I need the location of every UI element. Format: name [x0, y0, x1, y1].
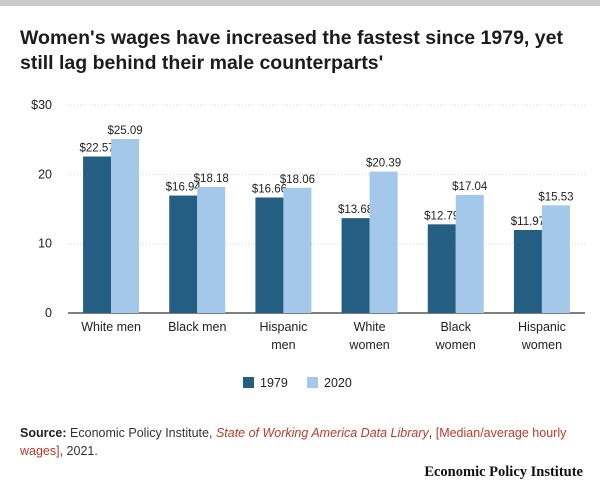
source-separator: ,: [428, 426, 433, 440]
source-text: Economic Policy Institute,: [70, 426, 213, 440]
data-label: $25.09: [107, 125, 142, 137]
brand-logo: Economic Policy Institute: [424, 464, 583, 480]
x-tick-label: White: [354, 320, 386, 334]
top-border: [0, 0, 600, 6]
bar-1979: [255, 197, 284, 313]
chart-title: Women's wages have increased the fastest…: [20, 27, 563, 74]
y-tick-label: 10: [38, 237, 52, 251]
data-label: $18.06: [280, 174, 315, 186]
legend-swatch-1979: [243, 377, 254, 388]
source-label: Source:: [20, 426, 67, 440]
legend-swatch-2020: [307, 377, 318, 388]
data-label: $17.04: [452, 181, 488, 193]
bar-2020: [283, 187, 312, 313]
bar-1979: [513, 230, 542, 313]
bar-2020: [197, 186, 226, 313]
x-tick-label: men: [271, 338, 295, 352]
bar-2020: [455, 194, 484, 313]
data-label: $12.79: [424, 210, 459, 222]
bar-1979: [427, 224, 456, 313]
data-label: $22.57: [79, 143, 114, 155]
data-label: $20.39: [366, 158, 401, 170]
data-label: $11.97: [511, 216, 545, 228]
bar-2020: [541, 205, 570, 313]
x-tick-label: women: [435, 338, 476, 352]
x-tick-label: women: [521, 338, 562, 352]
legend-label: 2020: [324, 376, 352, 390]
x-tick-label: women: [348, 338, 389, 352]
source-link-wages[interactable]: [Median/average hourly wages]: [20, 426, 567, 458]
source-note: Source: Economic Policy Institute, State…: [20, 424, 585, 460]
data-label: $16.94: [166, 182, 202, 194]
source-link-data-library[interactable]: State of Working America Data Library: [215, 426, 429, 440]
x-tick-label: Black men: [168, 320, 226, 334]
bar-2020: [369, 171, 398, 313]
bar-2020: [111, 139, 140, 313]
bar-1979: [341, 218, 370, 313]
data-label: $18.18: [194, 173, 229, 185]
data-label: $16.66: [252, 183, 287, 195]
legend-label: 1979: [260, 376, 288, 390]
x-tick-label: White men: [81, 320, 141, 334]
y-tick-label: 0: [45, 306, 52, 320]
bar-1979: [83, 156, 112, 313]
data-label: $15.53: [538, 191, 573, 203]
y-tick-label: 20: [38, 167, 52, 181]
x-tick-label: Black: [440, 320, 471, 334]
bar-1979: [169, 195, 198, 313]
y-tick-label: $30: [31, 98, 52, 112]
data-label: $13.68: [338, 204, 373, 216]
x-tick-label: Hispanic: [518, 320, 566, 334]
x-tick-label: Hispanic: [259, 320, 307, 334]
source-year: , 2021.: [59, 444, 98, 458]
